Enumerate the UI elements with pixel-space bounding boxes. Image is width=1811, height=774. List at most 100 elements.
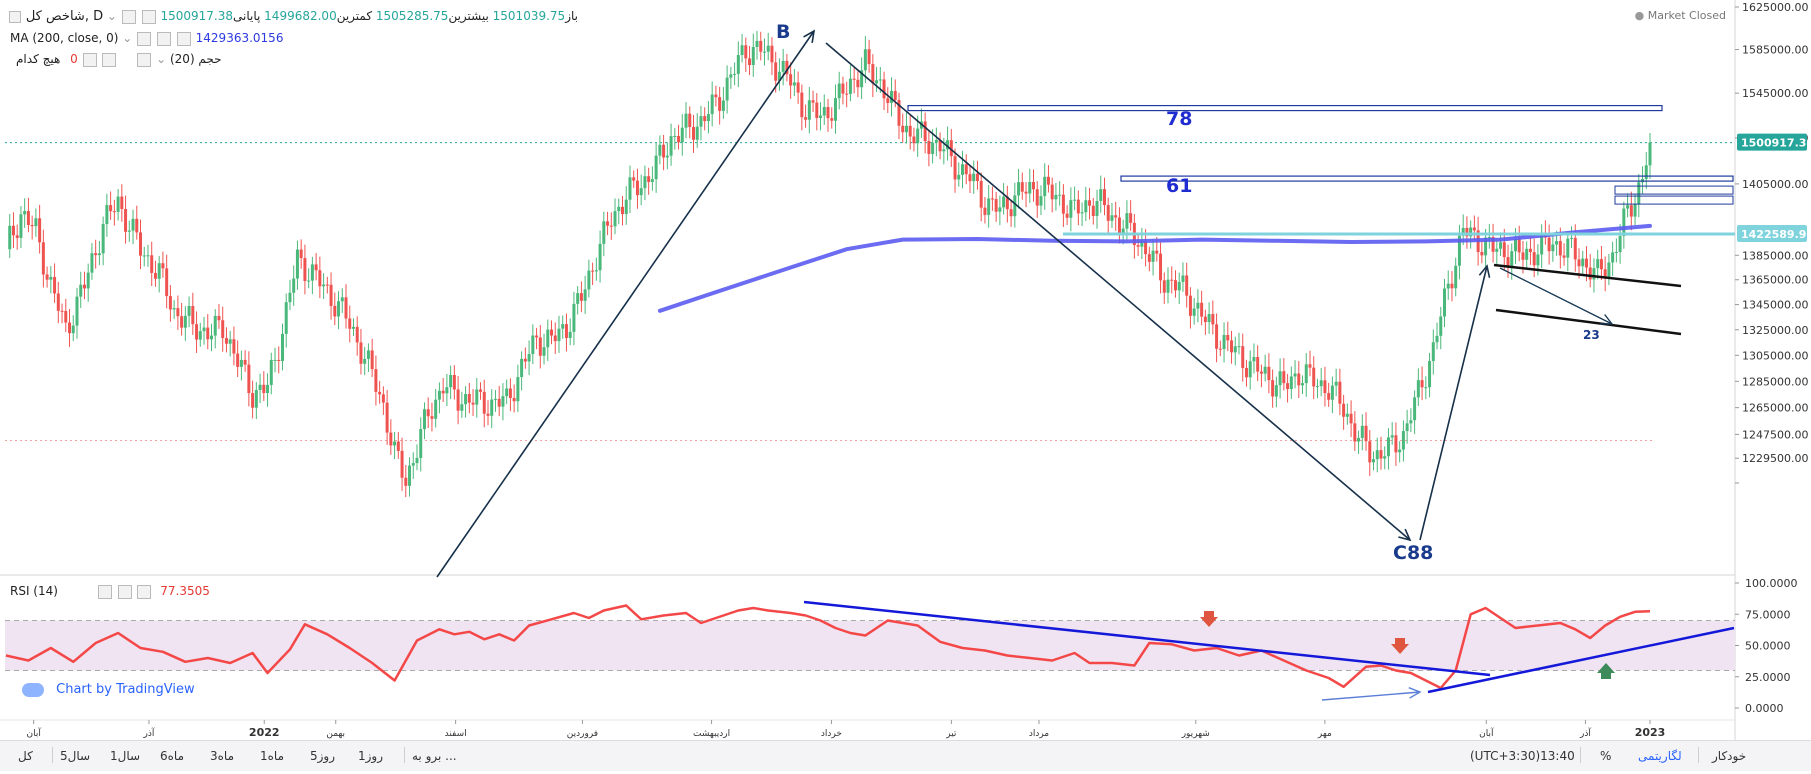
- chevron-down-icon[interactable]: ⌄: [106, 9, 117, 23]
- settings-icon[interactable]: [137, 52, 152, 67]
- tradingview-watermark[interactable]: Chart by TradingView: [22, 682, 195, 697]
- visibility-icon[interactable]: [102, 52, 117, 67]
- rsi-support-line[interactable]: [1427, 626, 1735, 694]
- candle-body: [527, 354, 531, 362]
- candle-body: [550, 329, 554, 336]
- candle-body: [677, 135, 681, 143]
- ma-label[interactable]: MA (200, close, 0): [10, 31, 119, 45]
- goto-button[interactable]: برو به ...: [412, 749, 457, 763]
- candle-body: [1222, 334, 1226, 350]
- visibility-icon[interactable]: [157, 31, 171, 46]
- range-3m-button[interactable]: 3ماه: [210, 749, 235, 763]
- channel-arrow-head: [1599, 314, 1614, 325]
- settings-icon[interactable]: [137, 31, 152, 46]
- trend-arrow-up[interactable]: [436, 30, 815, 578]
- symbol-label[interactable]: شاخص کل, D: [25, 9, 104, 24]
- rsi-band: [5, 620, 1735, 671]
- divider: [52, 747, 53, 763]
- range-1m-button[interactable]: 1ماه: [260, 749, 285, 763]
- candle-body: [1588, 267, 1592, 280]
- target-box[interactable]: [1614, 195, 1734, 205]
- time-tick-label: آذر: [1579, 727, 1591, 739]
- candle-body: [609, 225, 613, 227]
- candle-body: [531, 335, 535, 355]
- candle-body: [1020, 182, 1024, 192]
- close-icon[interactable]: [176, 31, 191, 46]
- close-icon[interactable]: [137, 584, 152, 599]
- time-tick-label: آبان: [26, 727, 41, 739]
- candle-body: [632, 177, 636, 181]
- candle-body: [1330, 385, 1334, 400]
- trend-arrow-up-head: [803, 29, 816, 43]
- trend-arrow-down[interactable]: [825, 42, 1411, 541]
- collapse-icon[interactable]: [9, 10, 21, 23]
- time-tick-label: اردیبهشت: [693, 729, 730, 739]
- candle-body: [703, 116, 707, 122]
- settings-icon[interactable]: [97, 584, 112, 599]
- time-tick-label: بهمن: [326, 729, 345, 739]
- candle-body: [191, 305, 195, 325]
- chevron-down-icon[interactable]: ⌄: [122, 31, 133, 45]
- visibility-icon[interactable]: [141, 9, 156, 24]
- candle-body: [1454, 265, 1458, 289]
- candle-body: [878, 79, 882, 81]
- candle-body: [165, 268, 169, 297]
- chevron-down-icon[interactable]: ⌄: [156, 52, 167, 66]
- settings-icon[interactable]: [121, 9, 136, 24]
- candle-body: [1398, 449, 1402, 453]
- candle-body: [38, 218, 42, 243]
- candle-body: [1334, 381, 1338, 386]
- candle-body: [916, 128, 920, 144]
- visibility-icon[interactable]: [117, 584, 132, 599]
- fib-level-78[interactable]: [907, 104, 1663, 112]
- candle-body: [1513, 239, 1517, 252]
- candle-body: [680, 127, 684, 143]
- rsi-value: 77.3505: [160, 584, 210, 598]
- candle-body: [695, 126, 699, 140]
- candle-body: [206, 327, 210, 340]
- candle-body: [1484, 237, 1488, 256]
- fib-level-61[interactable]: [1120, 175, 1734, 182]
- channel-lower-line[interactable]: [1495, 308, 1682, 336]
- candle-body: [105, 205, 109, 225]
- range-5y-button[interactable]: 5سال: [60, 749, 91, 763]
- range-6m-button[interactable]: 6ماه: [160, 749, 185, 763]
- candle-body: [1282, 371, 1286, 384]
- range-all-button[interactable]: کل: [18, 749, 33, 763]
- rsi-label[interactable]: RSI (14): [10, 584, 58, 598]
- candle-body: [830, 118, 834, 121]
- candle-body: [729, 74, 733, 78]
- candle-body: [841, 83, 845, 94]
- range-1y-button[interactable]: 1سال: [110, 749, 141, 763]
- rsi-arrow[interactable]: [1321, 691, 1421, 701]
- target-box[interactable]: [1614, 185, 1734, 195]
- rsi-tick-label: 100.0000: [1745, 577, 1798, 590]
- candle-body: [1525, 248, 1529, 260]
- candle-body: [482, 391, 486, 414]
- close-icon[interactable]: [82, 52, 97, 67]
- time-tick-label: آذر: [143, 727, 155, 739]
- percent-toggle[interactable]: %: [1600, 749, 1612, 763]
- channel-upper-line[interactable]: [1493, 263, 1682, 288]
- candle-body: [449, 374, 453, 388]
- candle-body: [904, 125, 908, 133]
- candle-body: [1274, 385, 1278, 397]
- auto-toggle[interactable]: خودکار: [1712, 749, 1747, 763]
- trend-arrow-recovery[interactable]: [1419, 265, 1488, 541]
- timezone-label[interactable]: (UTC+3:30)13:40: [1470, 749, 1575, 763]
- range-5d-button[interactable]: 5روز: [310, 749, 336, 763]
- log-toggle[interactable]: لگاریتمی: [1638, 749, 1682, 763]
- candle-body: [972, 173, 976, 182]
- candle-body: [871, 64, 875, 84]
- candle-body: [1196, 302, 1200, 309]
- channel-arrow[interactable]: [1499, 267, 1613, 325]
- range-1d-button[interactable]: 1روز: [358, 749, 384, 763]
- candle-body: [777, 71, 781, 81]
- rsi-divergence-line[interactable]: [803, 600, 1491, 677]
- candle-body: [1237, 346, 1241, 348]
- time-tick-label: 2022: [249, 726, 280, 739]
- volume-label[interactable]: حجم (20): [169, 52, 222, 66]
- candle-body: [512, 398, 516, 402]
